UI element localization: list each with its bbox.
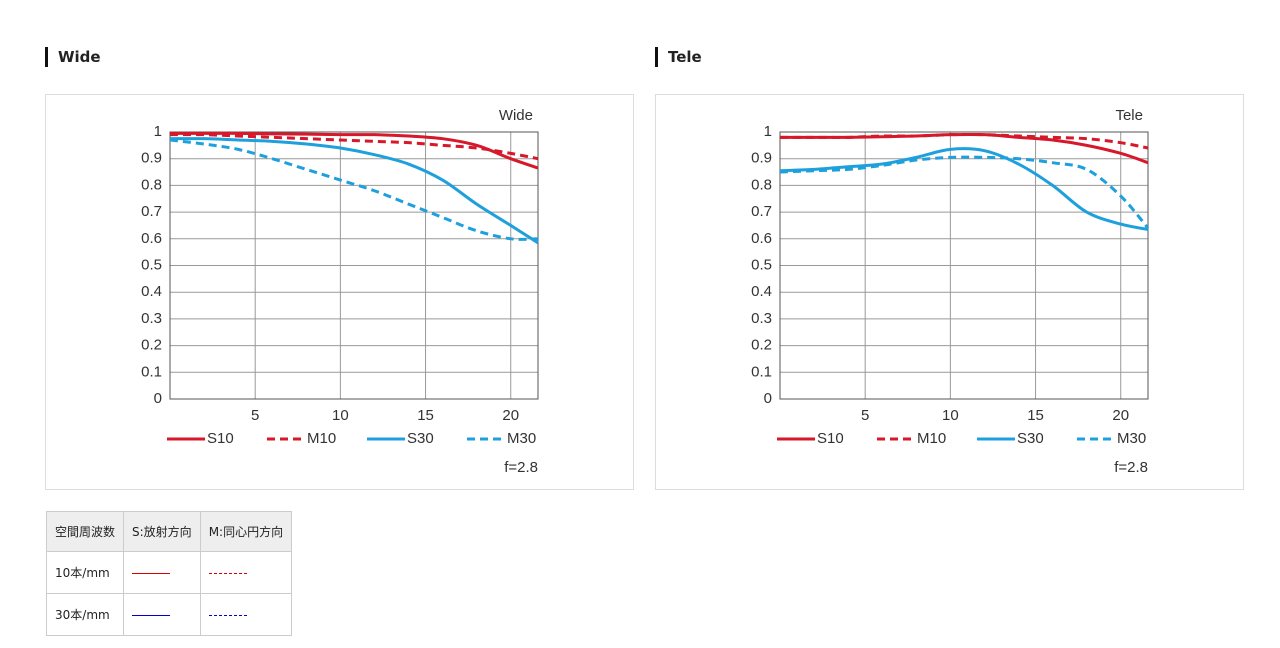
table-cell [123, 551, 201, 594]
plot-frame [169, 131, 539, 400]
line-sample [208, 614, 247, 616]
data-line [169, 137, 539, 245]
x-tick-label: 15 [417, 407, 434, 424]
table-header: 空間周波数 [45, 511, 125, 552]
data-line [779, 155, 1150, 230]
x-tick-label: 20 [1112, 407, 1129, 424]
chart-title: Tele [1115, 107, 1143, 124]
legend-label: M10 [917, 430, 946, 447]
chart-box: Tele 0 0.1 0.2 0.3 0.4 0.5 0.6 0.7 0.8 0.9 1 5 10 15 20… [655, 94, 1244, 490]
legend-label: S30 [407, 430, 434, 447]
table-header: S:放射方向 [123, 511, 201, 552]
y-tick-label: 0.6 [751, 230, 772, 247]
table-cell [199, 593, 293, 636]
table-header: M:同心円方向 [199, 511, 293, 552]
y-tick-label: 0.7 [141, 203, 162, 220]
section-heading: Tele [655, 47, 702, 67]
legend-label: S10 [817, 430, 844, 447]
legend-label: S30 [1017, 430, 1044, 447]
y-tick-label: 1 [154, 123, 162, 140]
x-tick-label: 20 [502, 407, 519, 424]
line-sample [132, 614, 171, 616]
y-tick-label: 0.4 [141, 283, 162, 300]
table-cell [123, 593, 201, 636]
table-cell: 10本/mm [45, 551, 125, 594]
line-sample [208, 572, 247, 574]
x-tick-label: 10 [332, 407, 349, 424]
y-tick-label: 0.1 [751, 363, 772, 380]
annotation: f=2.8 [504, 459, 538, 476]
legend-label: M30 [1117, 430, 1146, 447]
y-tick-label: 0 [154, 390, 162, 407]
data-line [779, 147, 1149, 231]
y-tick-label: 0.2 [141, 337, 162, 354]
chart-box: Wide 0 0.1 0.2 0.3 0.4 0.5 0.6 0.7 0.8 0.9 1 5 10 15 20… [45, 94, 634, 490]
section-heading: Wide [45, 47, 101, 67]
x-tick-label: 10 [942, 407, 959, 424]
data-line [169, 133, 539, 161]
data-line [780, 133, 1149, 150]
line-sample [132, 572, 171, 574]
plot-frame [779, 131, 1149, 400]
y-tick-label: 0.9 [141, 150, 162, 167]
y-tick-label: 0 [764, 390, 772, 407]
chart-title: Wide [499, 107, 533, 124]
y-tick-label: 0.8 [751, 176, 772, 193]
y-tick-label: 0.9 [751, 150, 772, 167]
y-tick-label: 0.6 [141, 230, 162, 247]
y-tick-label: 0.1 [141, 363, 162, 380]
y-tick-label: 0.8 [141, 176, 162, 193]
annotation: f=2.8 [1114, 459, 1148, 476]
y-tick-label: 0.5 [751, 256, 772, 273]
x-tick-label: 15 [1027, 407, 1044, 424]
x-tick-label: 5 [861, 407, 869, 424]
y-tick-label: 0.2 [751, 337, 772, 354]
legend-table: 空間周波数 S:放射方向 M:同心円方向 10本/mm 30本/mm [45, 511, 293, 636]
x-tick-label: 5 [251, 407, 259, 424]
y-tick-label: 0.5 [141, 256, 162, 273]
y-tick-label: 0.7 [751, 203, 772, 220]
table-cell [199, 551, 293, 594]
y-tick-label: 0.4 [751, 283, 772, 300]
y-tick-label: 1 [764, 123, 772, 140]
legend-label: M10 [307, 430, 336, 447]
data-line [169, 138, 539, 241]
data-line [170, 131, 539, 170]
legend-label: S10 [207, 430, 234, 447]
y-tick-label: 0.3 [141, 310, 162, 327]
y-tick-label: 0.3 [751, 310, 772, 327]
legend-label: M30 [507, 430, 536, 447]
table-cell: 30本/mm [45, 593, 125, 636]
